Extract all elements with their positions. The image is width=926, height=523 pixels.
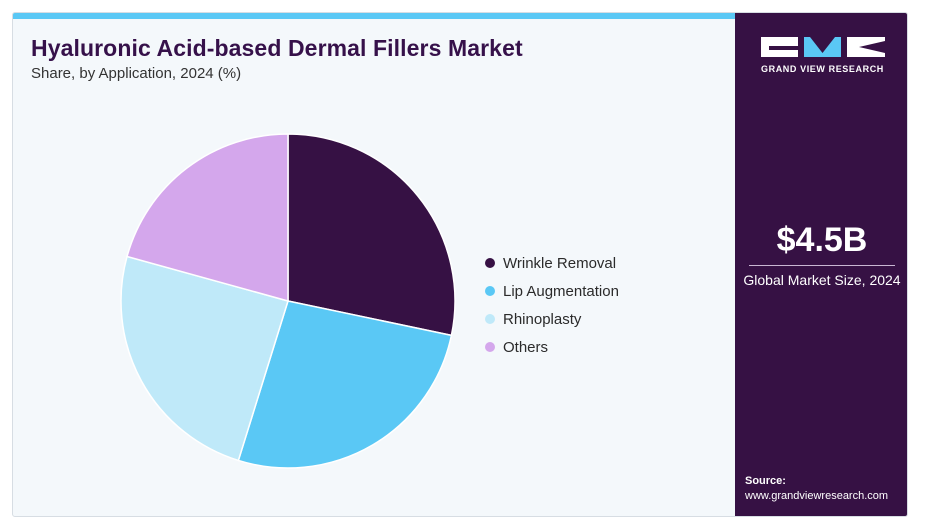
legend-item-others: Others — [485, 333, 619, 361]
legend-label: Others — [503, 338, 549, 356]
pie-slice-rhinoplasty — [120, 255, 289, 462]
legend-swatch — [485, 342, 495, 352]
infographic-card: Hyaluronic Acid-based Dermal Fillers Mar… — [12, 12, 908, 517]
market-size-value: $4.5B — [776, 221, 868, 259]
legend-swatch — [485, 258, 495, 268]
legend-item-lip-augmentation: Lip Augmentation — [485, 277, 619, 305]
source-label: Source: — [745, 475, 786, 487]
accent-bar — [13, 13, 735, 19]
chart-legend: Wrinkle Removal Lip Augmentation Rhinopl… — [485, 249, 619, 361]
chart-subtitle: Share, by Application, 2024 (%) — [31, 65, 242, 82]
legend-item-wrinkle-removal: Wrinkle Removal — [485, 249, 619, 277]
legend-item-rhinoplasty: Rhinoplasty — [485, 305, 619, 333]
market-size-label: Global Market Size, 2024 — [743, 272, 901, 288]
legend-label: Rhinoplasty — [503, 310, 582, 328]
source-url: www.grandviewresearch.com — [745, 490, 889, 502]
legend-label: Lip Augmentation — [503, 282, 619, 300]
pie-slice-wrinkle-removal — [287, 133, 456, 337]
pie-slice-lip-augmentation — [237, 300, 453, 469]
chart-title: Hyaluronic Acid-based Dermal Fillers Mar… — [31, 35, 523, 61]
legend-label: Wrinkle Removal — [503, 254, 617, 272]
pie-chart — [120, 133, 456, 469]
legend-swatch — [485, 314, 495, 324]
brand-name: GRAND VIEW RESEARCH — [761, 64, 884, 74]
summary-panel: GRAND VIEW RESEARCH $4.5B Global Market … — [735, 13, 907, 516]
logo-icon — [761, 37, 885, 57]
divider — [749, 265, 895, 266]
brand-logo: GRAND VIEW RESEARCH — [761, 37, 885, 74]
pie-slice-others — [126, 133, 289, 302]
legend-swatch — [485, 286, 495, 296]
brand-logo-mark — [761, 37, 885, 57]
